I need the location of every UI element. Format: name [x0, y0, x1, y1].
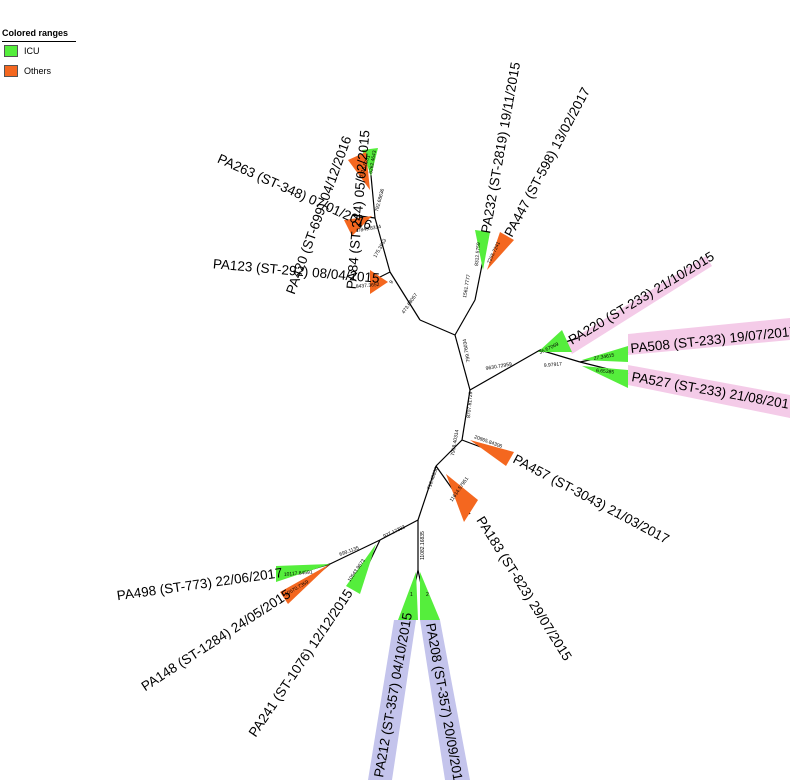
- clade-pa498: [276, 564, 330, 582]
- branch-length-label: 8437.3652: [356, 282, 380, 290]
- clade-pa241: [346, 544, 376, 594]
- branch-length-label: 1: [410, 592, 413, 598]
- branch-length-label: 473.68057: [401, 292, 420, 315]
- clade-pa220: [538, 330, 572, 352]
- branch: [374, 217, 391, 273]
- pink-highlight-pa508: [628, 318, 790, 355]
- legend-label-icu: ICU: [24, 46, 40, 56]
- branch-length-label: 799.76034: [462, 338, 472, 363]
- branch-length-label: 8312.5759: [474, 242, 482, 266]
- pink-highlight-pa527: [628, 365, 790, 418]
- leaf-labels: PA84 (ST-244) 05/02/2015 PA420 (ST-699) …: [116, 61, 790, 780]
- branch-layer: [281, 164, 629, 619]
- clade-pa447: [487, 232, 514, 270]
- branch: [454, 334, 471, 391]
- branch-length-label: 699.1135: [339, 545, 361, 558]
- branch: [469, 349, 541, 391]
- branch-length-label: 8707.81729: [466, 391, 474, 418]
- clade-pa263: [344, 216, 372, 236]
- branch: [351, 214, 376, 219]
- branch: [417, 465, 437, 521]
- branch-length-label: 7958.40314: [450, 429, 461, 456]
- clade-pa527: [582, 366, 628, 388]
- leaf-label-pa457: PA457 (ST-3043) 21/03/2017: [511, 451, 672, 546]
- blue-highlight-pa208: [420, 620, 470, 780]
- legend-label-others: Others: [24, 66, 52, 76]
- branch-length-label: 716.48836: [426, 466, 440, 490]
- clade-pa148: [280, 564, 330, 604]
- highlight-layer: [368, 256, 790, 780]
- branch-length-label: 7849.8314: [357, 224, 382, 234]
- clade-pa232: [475, 230, 490, 270]
- branch-length-label: 9.97917: [544, 361, 563, 369]
- branch: [435, 439, 463, 467]
- branch-length-label: 2: [426, 592, 429, 598]
- internal-branch-labels: 792.68636 175.3953 9 473.68057 1561.7777…: [339, 188, 563, 560]
- branch: [461, 389, 471, 441]
- legend-swatch-others: [4, 65, 18, 77]
- clade-triangles: [276, 148, 628, 620]
- legend-divider: [2, 41, 76, 42]
- branch: [329, 539, 381, 565]
- branch-length-label: 9630.72959: [485, 361, 512, 372]
- branch-length-label: 1561.7777: [462, 274, 472, 299]
- leaf-label-pa498: PA498 (ST-773) 22/06/2017: [116, 565, 284, 603]
- legend-title: Colored ranges: [2, 28, 69, 38]
- branch: [454, 299, 476, 336]
- branch-length-label: 792.68636: [374, 188, 386, 213]
- leaf-label-pa263: PA263 (ST-348) 07/01/2016: [215, 151, 374, 233]
- branch-length-label: 9: [389, 279, 396, 285]
- branch: [389, 271, 421, 321]
- leaf-label-pa183: PA183 (ST-823) 29/07/2015: [473, 514, 574, 664]
- branch-length-label: 10117.84591: [284, 569, 313, 578]
- clade-pa208: [420, 572, 440, 620]
- blue-highlight-pa212: [368, 620, 416, 780]
- branch-length-label: 927.17383: [382, 524, 406, 540]
- clade-pa183: [446, 474, 478, 522]
- branch-length-label: 6262.4643: [368, 150, 378, 175]
- leaf-label-pa148: PA148 (ST-1284) 24/05/2015: [139, 586, 294, 694]
- clade-pa420: [348, 152, 370, 190]
- branch: [419, 319, 456, 336]
- pink-highlight-pa220: [566, 256, 712, 354]
- legend: Colored ranges ICU Others: [2, 28, 76, 80]
- branch-length-label: 6.65385: [596, 368, 615, 376]
- clade-pa123: [370, 270, 388, 294]
- clade-pa457: [470, 440, 514, 466]
- legend-swatch-icu: [4, 45, 18, 57]
- clade-pa212: [398, 572, 418, 620]
- clade-pa508: [582, 346, 628, 362]
- branch: [379, 519, 419, 541]
- branch-length-label: 27.34615: [593, 352, 615, 362]
- branch-length-label: 11082.16835: [420, 531, 426, 560]
